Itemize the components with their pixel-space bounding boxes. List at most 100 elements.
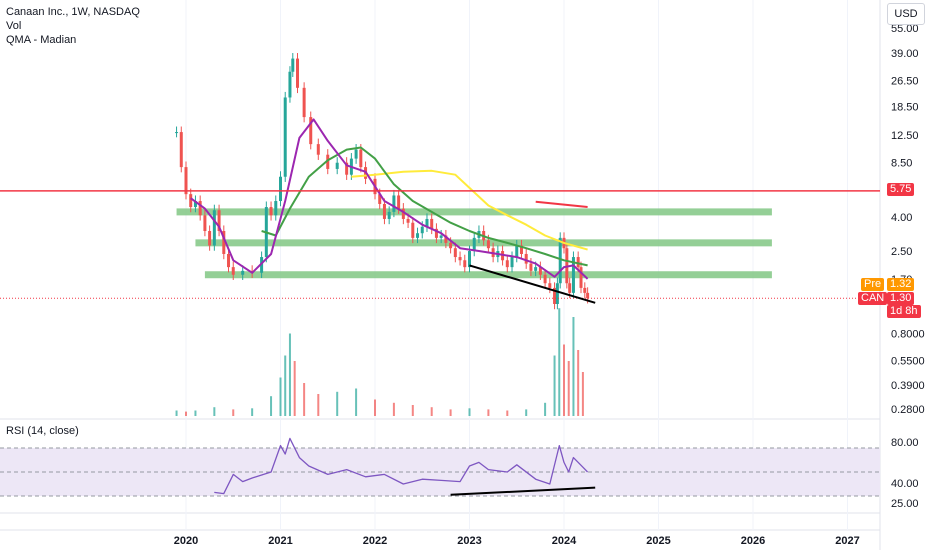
last-price-badge: 1.30 <box>887 292 915 305</box>
symbol-title[interactable]: Canaan Inc., 1W, NASDAQ <box>6 6 140 18</box>
price-bar <box>198 201 202 216</box>
volume-bar <box>544 402 547 416</box>
indicator-label[interactable]: QMA - Madian <box>6 34 77 46</box>
price-bar <box>288 71 292 98</box>
price-bar <box>291 58 295 72</box>
price-bar <box>416 233 420 238</box>
price-bar <box>420 226 424 234</box>
volume-bar <box>270 396 273 416</box>
price-bar <box>401 208 405 219</box>
time-tick-label: 2027 <box>835 535 859 547</box>
price-bar <box>568 283 572 293</box>
volume-bar <box>506 410 509 416</box>
pre-market-label-badge: Pre <box>861 278 885 291</box>
chart-grid <box>0 0 881 550</box>
price-bar <box>326 154 330 169</box>
price-bar <box>463 260 467 268</box>
price-tick-label: 39.00 <box>891 48 919 60</box>
volume-bar <box>355 388 358 416</box>
price-bar <box>387 211 391 219</box>
volume-bar <box>449 409 452 416</box>
price-bar <box>583 287 587 293</box>
price-bar <box>189 194 193 208</box>
volume-bar <box>525 409 528 416</box>
volume-bar <box>577 350 580 416</box>
rsi-label[interactable]: RSI (14, close) <box>6 425 79 437</box>
price-bar <box>359 149 363 168</box>
resistance-price-badge: 5.75 <box>887 183 915 196</box>
price-bar <box>397 195 401 209</box>
rsi-band <box>0 448 880 496</box>
price-bar <box>227 253 231 268</box>
price-tick-label: 0.5500 <box>891 355 925 367</box>
price-bar <box>184 167 188 195</box>
rsi-pane <box>0 437 880 497</box>
price-bar <box>241 270 245 275</box>
time-tick-label: 2021 <box>268 535 292 547</box>
price-bar <box>434 228 438 238</box>
rsi-tick-label: 25.00 <box>891 498 919 510</box>
price-bar <box>260 257 264 273</box>
price-bar <box>444 235 448 243</box>
moving-averages <box>190 118 589 280</box>
price-bar <box>579 267 583 288</box>
volume-bar <box>487 409 490 416</box>
volume-bar <box>430 407 433 416</box>
time-tick-label: 2023 <box>457 535 481 547</box>
price-bar <box>558 237 562 284</box>
volume-bar <box>336 391 339 416</box>
volume-bar <box>563 344 565 416</box>
price-bar <box>283 97 287 177</box>
volume-bar <box>392 402 395 416</box>
price-bar <box>203 215 207 232</box>
price-bar <box>411 222 415 238</box>
price-tick-label: 0.2800 <box>891 404 925 416</box>
drawn-lines <box>0 190 880 304</box>
price-tick-label: 0.3900 <box>891 380 925 392</box>
price-bar <box>231 267 235 275</box>
price-bar <box>458 257 462 261</box>
countdown-badge: 1d 8h <box>887 305 921 318</box>
rsi-support-trendline <box>450 486 596 496</box>
price-bar <box>208 231 212 246</box>
price-bar <box>439 235 443 238</box>
axes: 55.0039.0026.5018.5012.508.504.002.501.7… <box>174 23 925 547</box>
volume-bar <box>194 410 197 416</box>
price-bar <box>212 210 216 246</box>
price-bar <box>571 257 575 293</box>
volume-bar <box>303 383 306 416</box>
volume-label[interactable]: Vol <box>6 20 22 32</box>
price-bar <box>179 132 183 168</box>
price-tick-label: 55.00 <box>891 23 919 35</box>
price-tick-label: 0.8000 <box>891 328 925 340</box>
price-tick-label: 18.50 <box>891 102 919 114</box>
price-bar <box>486 240 490 249</box>
price-bar <box>555 283 559 304</box>
volume-bar <box>572 317 575 416</box>
support-zone <box>176 208 772 216</box>
time-tick-label: 2026 <box>741 535 765 547</box>
currency-button[interactable]: USD <box>887 3 925 25</box>
price-bar <box>468 251 471 268</box>
symbol-badge: CAN <box>858 292 888 305</box>
pre-market-value-badge: 1.32 <box>887 278 915 291</box>
volume-bar <box>185 411 187 416</box>
price-bar <box>302 87 306 118</box>
volume-bar <box>567 361 570 416</box>
price-bar <box>378 194 382 204</box>
volume-bar <box>581 372 584 416</box>
volume-bar <box>251 408 254 416</box>
price-bar <box>354 149 358 159</box>
price-tick-label: 12.50 <box>891 130 919 142</box>
price-bar <box>519 245 523 254</box>
volume-bar <box>468 408 471 416</box>
price-bar <box>316 144 320 155</box>
ma-purple-line <box>190 118 589 280</box>
price-bar <box>449 242 453 249</box>
volume-bar <box>213 407 216 416</box>
price-bar <box>538 267 542 275</box>
price-bar <box>222 231 226 254</box>
price-tick-label: 8.50 <box>891 158 912 170</box>
price-tick-label: 2.50 <box>891 246 912 258</box>
